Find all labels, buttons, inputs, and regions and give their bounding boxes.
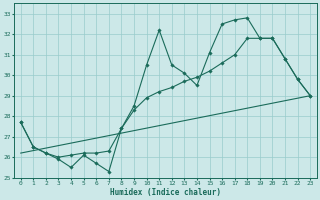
- X-axis label: Humidex (Indice chaleur): Humidex (Indice chaleur): [110, 188, 221, 197]
